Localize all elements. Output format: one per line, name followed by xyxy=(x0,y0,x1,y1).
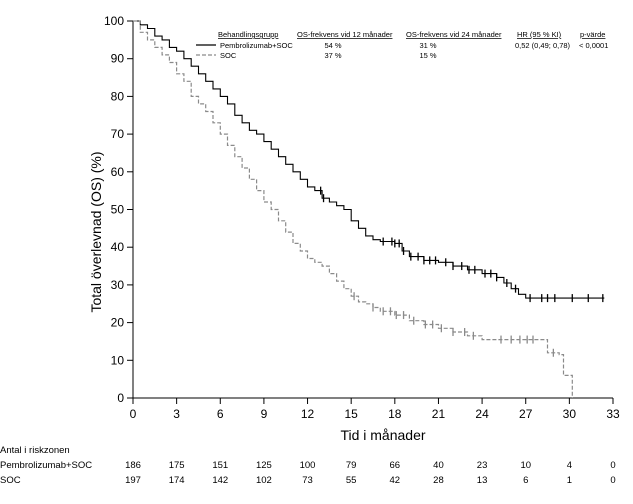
y-tick-label: 0 xyxy=(117,391,124,405)
x-tick-label: 0 xyxy=(130,407,137,421)
risk-value: 66 xyxy=(390,460,401,471)
x-axis-title: Tid i månader xyxy=(340,427,425,443)
risk-value: 175 xyxy=(169,460,185,471)
risk-table-title: Antal i riskzonen xyxy=(0,445,70,456)
risk-value: 42 xyxy=(390,475,401,486)
x-tick-label: 12 xyxy=(301,407,315,421)
x-tick-label: 30 xyxy=(563,407,577,421)
y-tick-label: 70 xyxy=(111,127,125,141)
risk-value: 40 xyxy=(433,460,444,471)
legend-header: HR (95 % KI) xyxy=(517,30,562,39)
risk-value: 102 xyxy=(256,475,272,486)
risk-value: 125 xyxy=(256,460,272,471)
risk-value: 6 xyxy=(523,475,528,486)
risk-value: 100 xyxy=(300,460,316,471)
x-tick-label: 3 xyxy=(173,407,180,421)
x-tick-label: 27 xyxy=(519,407,533,421)
y-tick-label: 60 xyxy=(111,165,125,179)
risk-value: 4 xyxy=(567,460,572,471)
y-tick-label: 40 xyxy=(111,240,125,254)
legend-header: p-värde xyxy=(580,30,605,39)
x-tick-label: 18 xyxy=(388,407,402,421)
risk-value: 151 xyxy=(212,460,228,471)
risk-value: 28 xyxy=(433,475,444,486)
legend-hr: 0,52 (0,49; 0,78) xyxy=(515,41,571,50)
risk-value: 0 xyxy=(610,460,615,471)
series-line-1 xyxy=(133,20,573,398)
risk-value: 0 xyxy=(610,475,615,486)
y-tick-label: 20 xyxy=(111,316,125,330)
y-tick-label: 90 xyxy=(111,52,125,66)
legend-os24: 31 % xyxy=(419,41,436,50)
legend-group: SOC xyxy=(220,51,237,60)
legend-header: Behandlingsgrupp xyxy=(218,30,278,39)
risk-value: 23 xyxy=(477,460,488,471)
legend-group: Pembrolizumab+SOC xyxy=(220,41,293,50)
legend-p: < 0,0001 xyxy=(579,41,608,50)
y-tick-label: 100 xyxy=(104,14,124,28)
risk-value: 79 xyxy=(346,460,357,471)
x-tick-label: 24 xyxy=(475,407,489,421)
risk-value: 55 xyxy=(346,475,357,486)
risk-value: 10 xyxy=(520,460,531,471)
x-tick-label: 33 xyxy=(606,407,620,421)
y-axis-title: Total överlevnad (OS) (%) xyxy=(88,151,104,312)
legend-os24: 15 % xyxy=(419,51,436,60)
risk-row-label: SOC xyxy=(0,475,21,486)
y-tick-label: 80 xyxy=(111,89,125,103)
x-tick-label: 6 xyxy=(217,407,224,421)
risk-value: 197 xyxy=(125,475,141,486)
risk-value: 186 xyxy=(125,460,141,471)
risk-value: 1 xyxy=(567,475,572,486)
y-tick-label: 30 xyxy=(111,278,125,292)
y-tick-label: 10 xyxy=(111,353,125,367)
risk-value: 174 xyxy=(169,475,185,486)
legend-header: OS-frekvens vid 24 månader xyxy=(406,30,502,39)
x-tick-label: 21 xyxy=(432,407,446,421)
y-tick-label: 50 xyxy=(111,203,125,217)
risk-value: 73 xyxy=(302,475,313,486)
series-line-0 xyxy=(133,20,605,299)
risk-value: 13 xyxy=(477,475,488,486)
risk-value: 142 xyxy=(212,475,228,486)
risk-row-label: Pembrolizumab+SOC xyxy=(0,460,92,471)
legend-os12: 54 % xyxy=(324,41,341,50)
legend-os12: 37 % xyxy=(324,51,341,60)
legend-header: OS-frekvens vid 12 månader xyxy=(297,30,393,39)
x-tick-label: 15 xyxy=(345,407,359,421)
x-tick-label: 9 xyxy=(261,407,268,421)
